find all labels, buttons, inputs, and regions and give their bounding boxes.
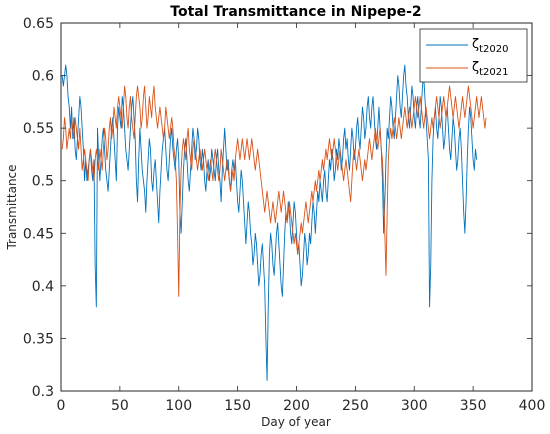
y-tick-label: 0.65 (23, 16, 54, 32)
x-axis-label: Day of year (261, 415, 331, 429)
x-tick-label: 400 (519, 398, 546, 414)
x-tick-label: 0 (57, 398, 66, 414)
y-tick-label: 0.5 (32, 174, 54, 190)
x-tick-label: 300 (401, 398, 428, 414)
chart-title: Total Transmittance in Nipepe-2 (170, 4, 421, 20)
x-tick-label: 200 (283, 398, 310, 414)
x-tick-label: 350 (460, 398, 487, 414)
plot-area (61, 23, 532, 391)
legend-box (419, 28, 528, 83)
x-axis-ticks: 0 50 100 150 200 250 300 350 400 (57, 23, 546, 414)
series-layer (61, 64, 487, 381)
y-tick-label: 0.35 (23, 331, 54, 347)
y-tick-label: 0.45 (23, 226, 54, 242)
x-tick-label: 250 (342, 398, 369, 414)
y-axis-label: Transmittance (5, 164, 19, 250)
y-tick-label: 0.3 (32, 384, 54, 400)
legend-label-2020: ζt2020 (472, 37, 508, 55)
legend-label-2021: ζt2021 (472, 60, 508, 78)
series-line-2021 (61, 85, 487, 297)
x-tick-label: 50 (111, 398, 129, 414)
y-tick-label: 0.6 (32, 69, 54, 85)
y-axis-ticks: 0.3 0.35 0.4 0.45 0.5 0.55 0.6 0.65 (23, 16, 532, 400)
legend: ζt2020 ζt2021 (419, 28, 528, 83)
y-tick-label: 0.55 (23, 121, 54, 137)
x-tick-label: 150 (224, 398, 251, 414)
x-tick-label: 100 (165, 398, 192, 414)
y-tick-label: 0.4 (32, 279, 54, 295)
